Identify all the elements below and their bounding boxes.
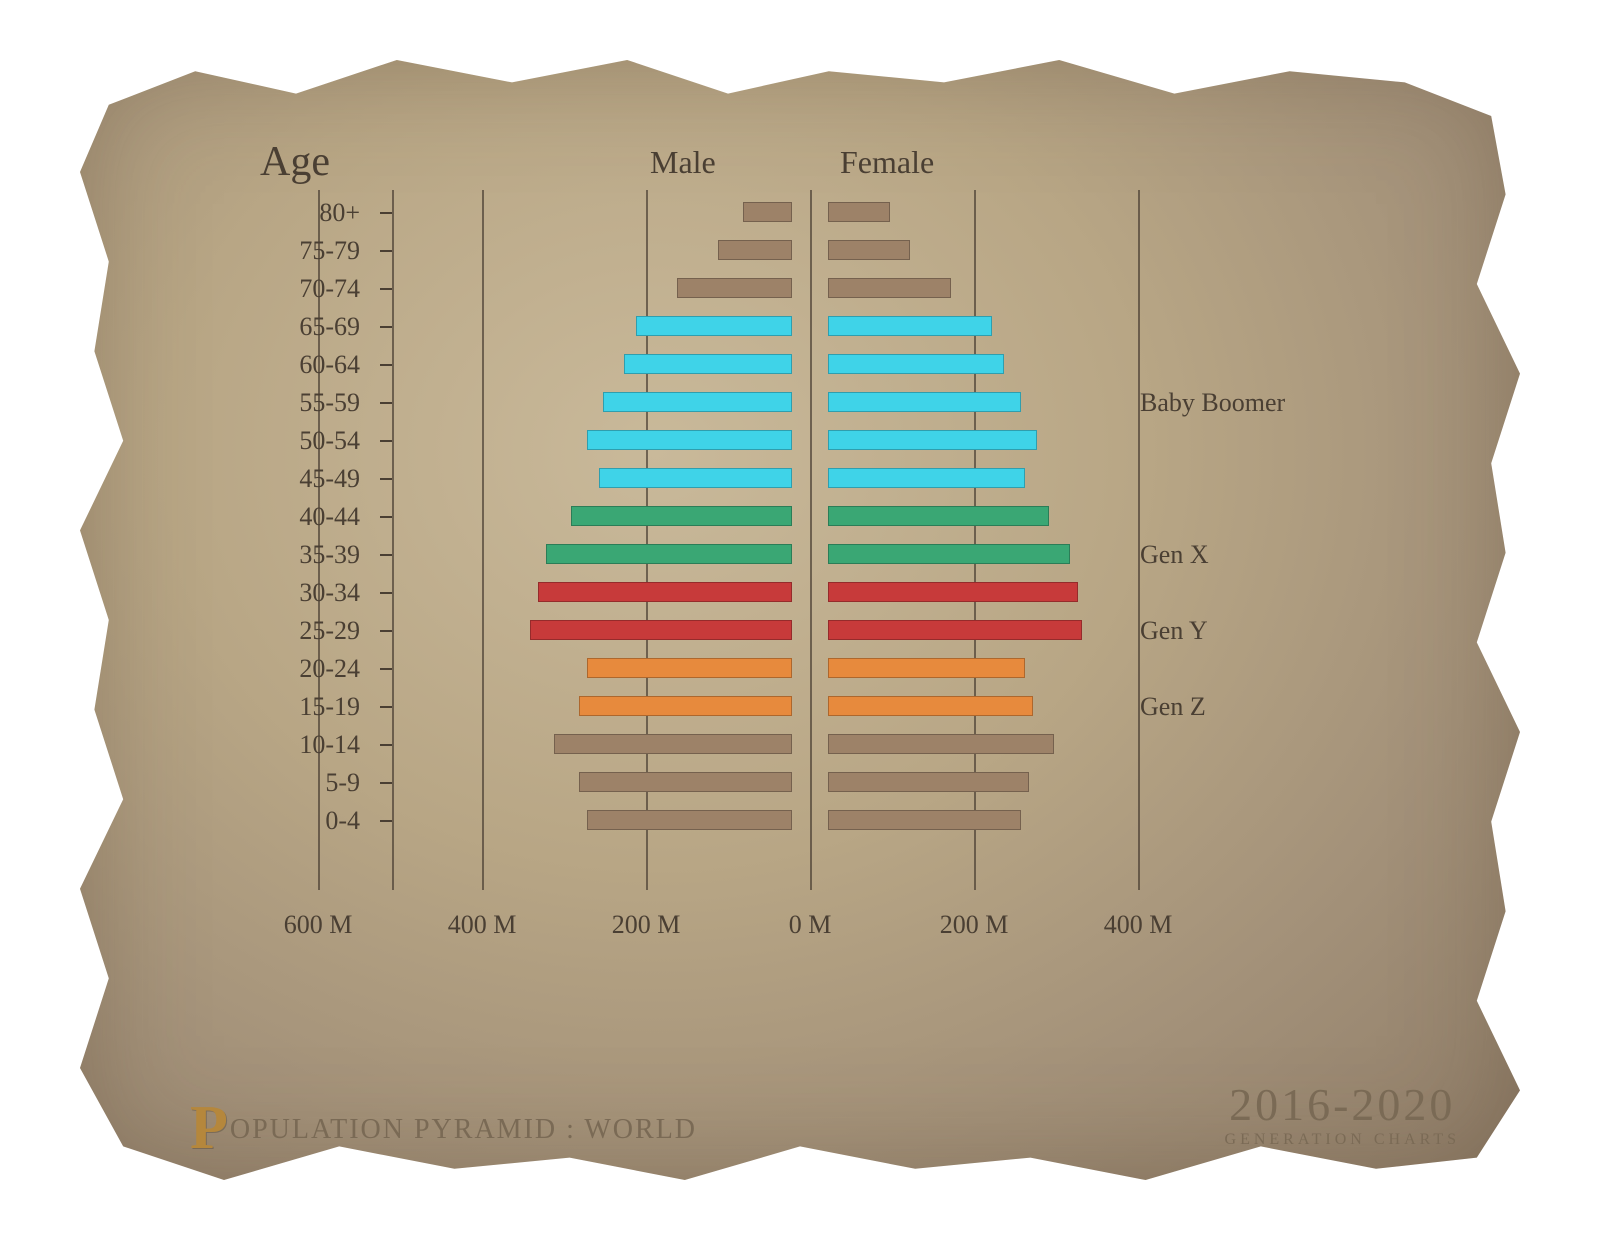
male-bar (603, 392, 792, 412)
age-label: 80+ (240, 198, 360, 228)
age-label: 65-69 (240, 312, 360, 342)
footer-title-rest: OPULATION PYRAMID : WORLD (230, 1114, 697, 1145)
age-label: 70-74 (240, 274, 360, 304)
x-axis-label: 200 M (940, 910, 1009, 940)
age-label: 0-4 (240, 806, 360, 836)
male-bar (579, 772, 792, 792)
y-tick (380, 554, 392, 556)
y-tick (380, 706, 392, 708)
female-bar (828, 468, 1025, 488)
age-header: Age (260, 138, 330, 186)
male-bar (677, 278, 792, 298)
y-tick (380, 364, 392, 366)
male-bar (587, 430, 792, 450)
y-axis-line (392, 190, 394, 890)
x-axis-label: 600 M (284, 910, 353, 940)
female-bar (828, 506, 1049, 526)
age-label: 25-29 (240, 616, 360, 646)
footer-title-letter: P (190, 1094, 230, 1162)
y-tick (380, 478, 392, 480)
y-tick (380, 592, 392, 594)
age-label: 45-49 (240, 464, 360, 494)
generation-label: Gen Y (1140, 616, 1208, 646)
gridline (482, 190, 484, 890)
age-label: 15-19 (240, 692, 360, 722)
x-axis-label: 400 M (1104, 910, 1173, 940)
y-tick (380, 402, 392, 404)
y-tick (380, 250, 392, 252)
male-bar (579, 696, 792, 716)
y-tick (380, 630, 392, 632)
y-tick (380, 782, 392, 784)
y-tick (380, 440, 392, 442)
y-tick (380, 212, 392, 214)
y-tick (380, 516, 392, 518)
gridline (810, 190, 812, 890)
male-header: Male (650, 144, 716, 181)
male-bar (587, 658, 792, 678)
age-label: 50-54 (240, 426, 360, 456)
male-bar (530, 620, 792, 640)
y-tick (380, 820, 392, 822)
male-bar (743, 202, 792, 222)
female-bar (828, 430, 1037, 450)
generation-label: Baby Boomer (1140, 388, 1285, 418)
male-bar (599, 468, 792, 488)
female-bar (828, 316, 992, 336)
footer-year-range: 2016-2020 (1225, 1078, 1460, 1131)
y-tick (380, 668, 392, 670)
male-bar (718, 240, 792, 260)
female-bar (828, 772, 1029, 792)
female-bar (828, 202, 890, 222)
male-bar (538, 582, 792, 602)
age-label: 10-14 (240, 730, 360, 760)
footer-title: POPULATION PYRAMID : WORLD (190, 1093, 697, 1164)
x-axis-label: 200 M (612, 910, 681, 940)
female-bar (828, 658, 1025, 678)
female-bar (828, 354, 1004, 374)
female-bar (828, 240, 910, 260)
female-bar (828, 278, 951, 298)
age-label: 55-59 (240, 388, 360, 418)
generation-label: Gen Z (1140, 692, 1206, 722)
age-label: 20-24 (240, 654, 360, 684)
y-tick (380, 326, 392, 328)
female-bar (828, 734, 1054, 754)
age-label: 40-44 (240, 502, 360, 532)
age-label: 5-9 (240, 768, 360, 798)
x-axis-label: 400 M (448, 910, 517, 940)
male-bar (546, 544, 792, 564)
male-bar (587, 810, 792, 830)
age-label: 60-64 (240, 350, 360, 380)
population-pyramid-chart: Age Male Female 80+75-7970-7465-6960-645… (220, 150, 1380, 970)
female-bar (828, 696, 1033, 716)
generation-label: Gen X (1140, 540, 1209, 570)
y-tick (380, 288, 392, 290)
male-bar (571, 506, 792, 526)
male-bar (636, 316, 792, 336)
female-bar (828, 810, 1021, 830)
footer-subtitle: GENERATION CHARTS (1225, 1131, 1460, 1149)
female-bar (828, 392, 1021, 412)
age-label: 75-79 (240, 236, 360, 266)
female-bar (828, 582, 1078, 602)
footer-years: 2016-2020 GENERATION CHARTS (1225, 1078, 1460, 1149)
female-bar (828, 620, 1082, 640)
age-label: 35-39 (240, 540, 360, 570)
male-bar (554, 734, 792, 754)
female-header: Female (840, 144, 934, 181)
y-tick (380, 744, 392, 746)
male-bar (624, 354, 792, 374)
female-bar (828, 544, 1070, 564)
x-axis-label: 0 M (789, 910, 832, 940)
age-label: 30-34 (240, 578, 360, 608)
